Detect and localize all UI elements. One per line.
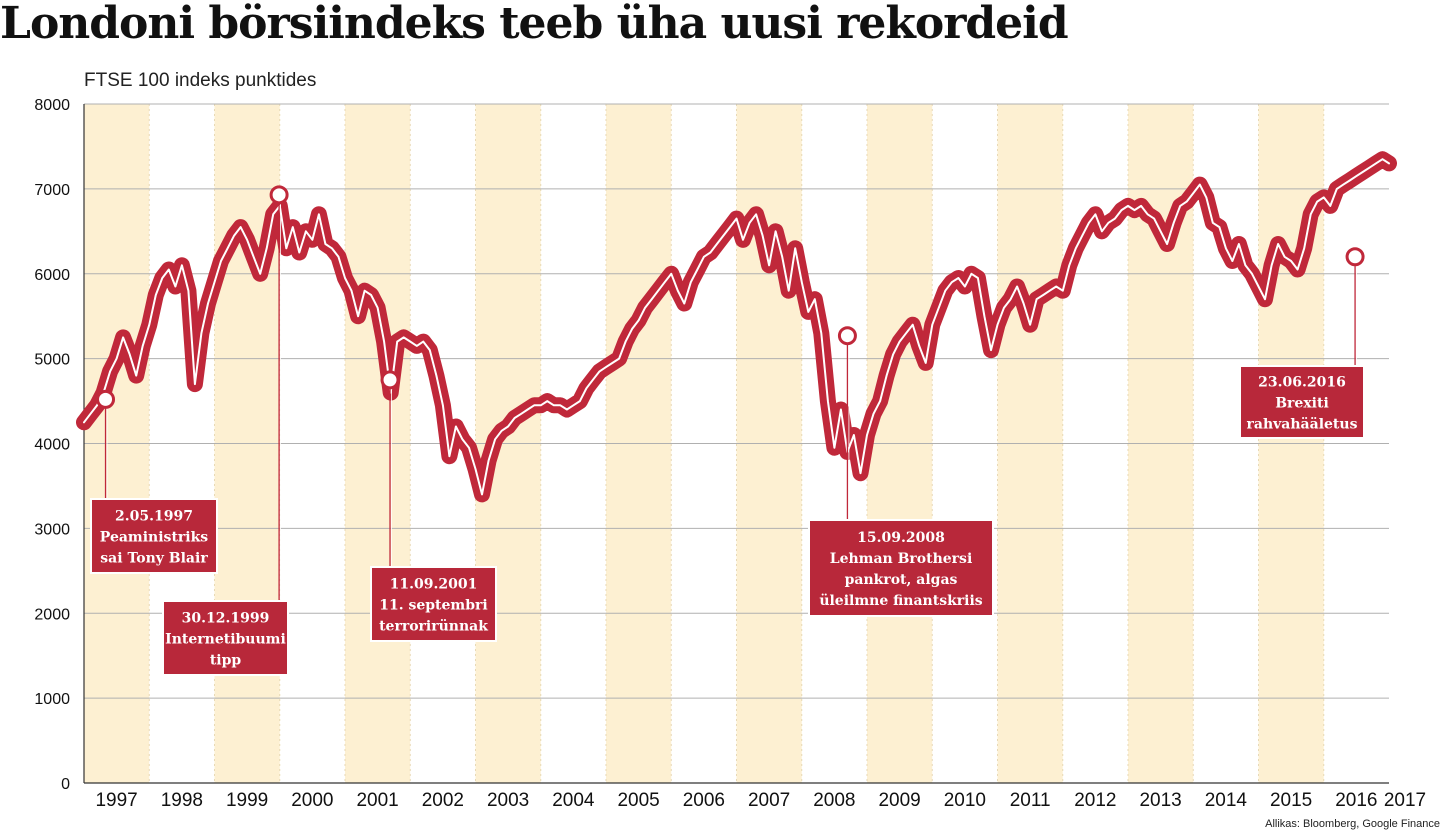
x-tick-label: 2014 <box>1205 790 1248 811</box>
annotation: 15.09.2008 Lehman Brothersi pankrot, algas… <box>808 326 994 617</box>
annotation-text: Lehman Brothersi <box>830 551 973 567</box>
y-tick-label: 0 <box>61 776 70 793</box>
annotation-box <box>90 498 218 574</box>
annotation-marker <box>1345 247 1365 267</box>
x-tick-label: 2000 <box>291 790 333 811</box>
x-tick-label: 1999 <box>226 790 268 811</box>
y-tick-label: 3000 <box>34 521 70 538</box>
x-tick-label: 2004 <box>552 790 595 811</box>
annotation-text: tipp <box>210 653 242 669</box>
annotation-marker <box>837 326 857 346</box>
annotation-text: üleilmne finantskriis <box>819 593 982 609</box>
x-tick-label: 2006 <box>683 790 725 811</box>
series-line <box>76 151 1397 503</box>
x-tick-label: 1998 <box>161 790 203 811</box>
annotation: 2.05.1997 Peaministriks sai Tony Blair <box>90 389 218 574</box>
x-tick-label: 2005 <box>617 790 659 811</box>
y-tick-label: 6000 <box>34 267 70 284</box>
annotation-text: sai Tony Blair <box>100 551 208 567</box>
annotation-box <box>808 519 994 617</box>
annotation-text: Brexiti <box>1275 396 1329 412</box>
x-tick-label: 2010 <box>944 790 986 811</box>
annotation: 30.12.1999 Internetibuumi tipp <box>162 185 289 676</box>
y-tick-label: 8000 <box>34 97 70 114</box>
annotation-text: 15.09.2008 <box>857 530 945 546</box>
x-tick-label: 2009 <box>878 790 920 811</box>
y-tick-label: 2000 <box>34 606 70 623</box>
annotation-text: 11.09.2001 <box>390 577 478 593</box>
annotation-marker <box>380 370 400 390</box>
annotation-marker <box>96 389 116 409</box>
x-tick-label: 1997 <box>95 790 137 811</box>
annotation-text: Internetibuumi <box>165 632 286 648</box>
x-tick-label: 2015 <box>1270 790 1312 811</box>
annotation-marker <box>269 185 289 205</box>
gridlines <box>83 103 1389 784</box>
y-tick-label: 5000 <box>34 352 70 369</box>
series-line-inner <box>83 158 1390 496</box>
x-tick-label: 2017 <box>1384 790 1426 811</box>
x-tick-label: 2011 <box>1010 790 1051 811</box>
annotation-box <box>370 566 497 642</box>
annotation-text: 2.05.1997 <box>115 509 193 525</box>
x-tick-label: 2016 <box>1335 790 1377 811</box>
annotation-text: Peaministriks <box>100 530 209 546</box>
annotation-text: 11. septembri <box>379 598 487 614</box>
annotation-text: terrorirünnak <box>379 619 488 635</box>
annotation-box <box>1239 365 1365 439</box>
annotation-text: 23.06.2016 <box>1258 375 1346 391</box>
annotation-box <box>162 600 289 676</box>
x-axis-ticks: 1997 1998 1999 2000 2001 2002 2003 2004 2005 2006… <box>95 790 1426 811</box>
annotation-text: pankrot, algas <box>845 572 958 588</box>
chart-subtitle: FTSE 100 indeks punktides <box>84 70 316 91</box>
x-tick-label: 2007 <box>748 790 790 811</box>
x-tick-label: 2002 <box>422 790 464 811</box>
x-tick-label: 2003 <box>487 790 529 811</box>
x-tick-label: 2008 <box>813 790 855 811</box>
y-axis-ticks: 0 1000 2000 3000 4000 5000 6000 7000 8000 <box>34 97 70 793</box>
x-tick-label: 2012 <box>1074 790 1116 811</box>
y-tick-label: 4000 <box>34 437 70 454</box>
annotation: 23.06.2016 Brexiti rahvahääletus <box>1239 247 1365 439</box>
source-note: Allikas: Bloomberg, Google Finance <box>1265 818 1440 830</box>
x-tick-label: 2001 <box>356 790 398 811</box>
annotation: 11.09.2001 11. septembri terrorirünnak <box>370 370 497 642</box>
annotation-text: 30.12.1999 <box>182 611 270 627</box>
y-tick-label: 7000 <box>34 182 70 199</box>
chart-title: Londoni börsiindeks teeb üha uusi rekord… <box>0 0 1068 49</box>
annotation-text: rahvahääletus <box>1247 417 1358 433</box>
y-tick-label: 1000 <box>34 691 70 708</box>
x-tick-label: 2013 <box>1139 790 1181 811</box>
